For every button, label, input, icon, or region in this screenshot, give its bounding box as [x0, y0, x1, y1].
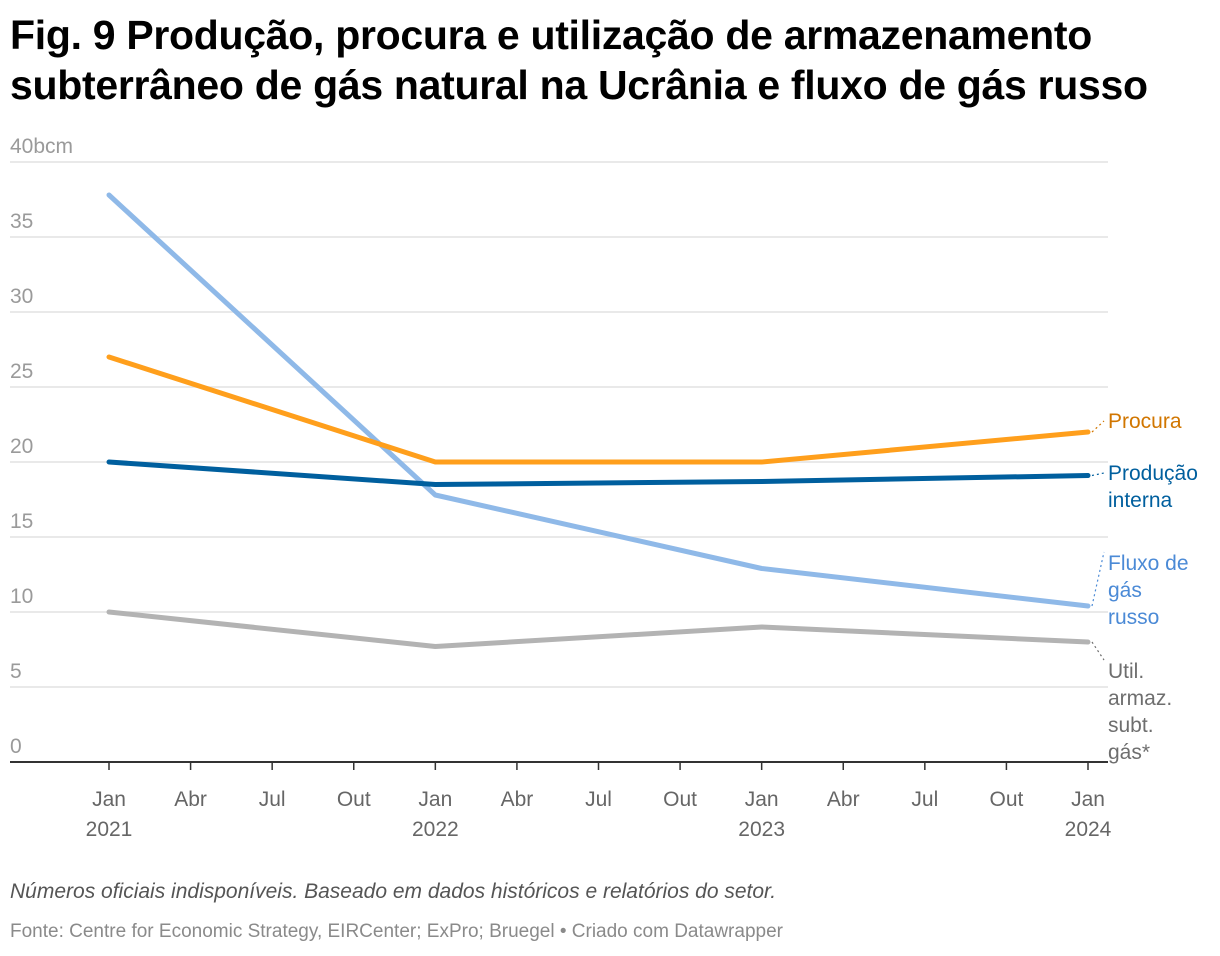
series-line	[106, 459, 1091, 487]
series-label-line: gás	[1108, 579, 1142, 602]
label-connector	[1091, 420, 1105, 433]
series-line	[106, 354, 1091, 465]
x-tick-label: Jan	[418, 788, 452, 811]
x-tick-label: Jul	[585, 788, 612, 811]
gridlines	[10, 161, 1108, 688]
y-tick-label: 25	[10, 360, 33, 383]
series-line	[106, 192, 1091, 609]
series-label-line: gás*	[1108, 741, 1150, 764]
y-tick-label: 15	[10, 510, 33, 533]
series-label-line: Util.	[1108, 660, 1144, 683]
source-separator: •	[554, 921, 572, 942]
y-tick-label: 30	[10, 285, 33, 308]
series-label: Util. armaz. subt. gás*	[1108, 660, 1172, 764]
series-lines	[106, 192, 1091, 649]
x-tick-label: Abr	[174, 788, 207, 811]
series-label-line: Produção	[1108, 462, 1198, 485]
credit-text: Criado com Datawrapper	[571, 921, 783, 942]
x-tick-label: Jul	[911, 788, 938, 811]
y-tick-label: 20	[10, 435, 33, 458]
chart-source: Fonte: Centre for Economic Strategy, EIR…	[10, 921, 783, 943]
x-tick-label: Out	[989, 788, 1023, 811]
y-tick-label: 5	[10, 660, 22, 683]
series-label-line: interna	[1108, 489, 1173, 512]
x-tick-label: Abr	[827, 788, 860, 811]
x-tick-label: Out	[337, 788, 371, 811]
y-axis-ticks: 0 5 10 15 20 25 30 35 40bcm	[10, 135, 73, 758]
source-text: Fonte: Centre for Economic Strategy, EIR…	[10, 921, 555, 942]
x-tick-year-label: 2024	[1065, 818, 1112, 841]
series-label-line: Fluxo de	[1108, 552, 1189, 575]
x-tick-label: Out	[663, 788, 697, 811]
line-chart: 0 5 10 15 20 25 30 35 40bcm Jan 2021 Abr Jul Out Jan 2…	[10, 135, 1198, 841]
x-tick-year-label: 2022	[412, 818, 459, 841]
series-label: Produção interna	[1108, 462, 1198, 512]
x-tick-label: Jan	[745, 788, 779, 811]
series-line	[106, 609, 1091, 649]
y-tick-label: 0	[10, 735, 22, 758]
chart-note: Números oficiais indisponíveis. Baseado …	[10, 880, 777, 903]
series-label-line: subt.	[1108, 714, 1154, 737]
y-tick-label: 40bcm	[10, 135, 73, 158]
label-connector	[1091, 472, 1105, 477]
x-tick-label: Jul	[259, 788, 286, 811]
x-tick-label: Jan	[92, 788, 126, 811]
chart-title: Fig. 9 Produção, procura e utilização de…	[10, 12, 1148, 108]
series-label-line: armaz.	[1108, 687, 1172, 710]
label-connector	[1091, 551, 1105, 607]
series-labels: Procura Produção interna Fluxo de gás russo Ut…	[1091, 410, 1198, 764]
x-tick-year-label: 2023	[738, 818, 785, 841]
x-tick-label: Abr	[501, 788, 534, 811]
series-label-line: Procura	[1108, 410, 1182, 433]
x-tick-label: Jan	[1071, 788, 1105, 811]
x-tick-year-label: 2021	[86, 818, 133, 841]
label-connector	[1091, 641, 1105, 661]
y-tick-label: 10	[10, 585, 33, 608]
x-axis: Jan 2021 Abr Jul Out Jan 2022 Abr Jul Out Jan 2023 A…	[10, 761, 1112, 841]
series-label-line: russo	[1108, 606, 1159, 629]
series-label: Procura	[1108, 410, 1182, 433]
y-tick-label: 35	[10, 210, 33, 233]
series-label: Fluxo de gás russo	[1108, 552, 1189, 629]
